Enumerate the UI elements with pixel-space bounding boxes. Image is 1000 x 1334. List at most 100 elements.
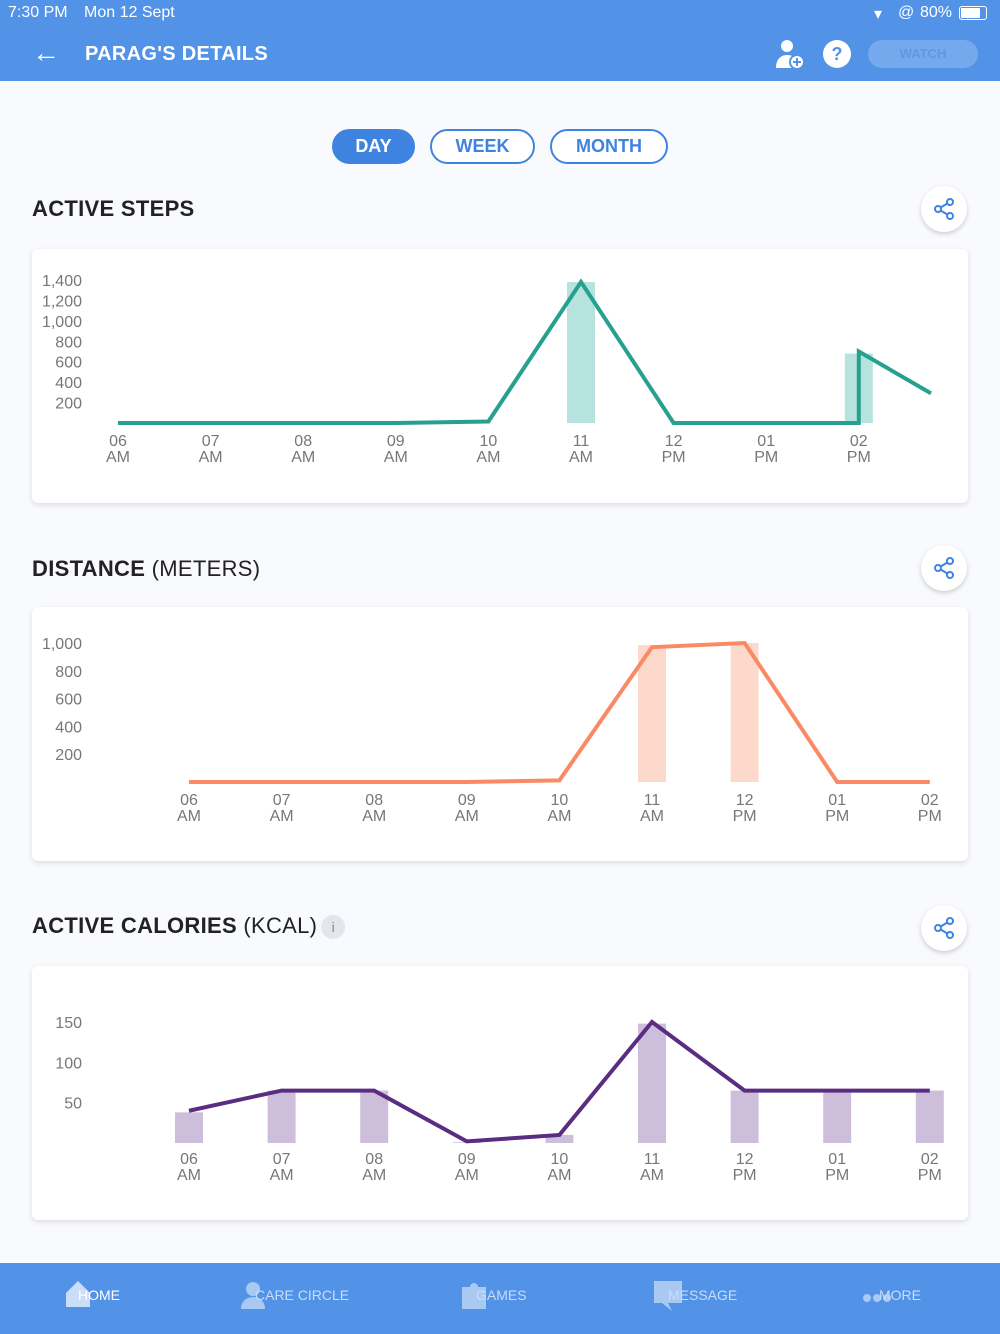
calories-xtick-hour: 01 [828,1151,846,1168]
calories-ytick-label: 100 [55,1055,82,1072]
calories-xtick-period: PM [825,1167,849,1184]
steps-ytick-label: 800 [55,334,82,351]
nav-more[interactable]: MORE [863,1287,921,1303]
distance-xtick-period: AM [547,808,571,825]
battery-icon [959,6,987,20]
steps-xtick-hour: 02 [850,433,868,450]
calories-xtick-hour: 07 [273,1151,291,1168]
calories-bar [638,1023,666,1143]
distance-chart-card: 200 400 600 800 1,000 06 AM 07 AM 08 AM 09 AM 10 AM 11 A… [32,607,968,861]
distance-xtick-hour: 09 [458,792,476,809]
share-distance-button[interactable] [921,545,967,591]
steps-xtick-period: AM [569,449,593,466]
share-icon [934,198,954,220]
steps-xtick-hour: 06 [109,433,127,450]
nav-label: MESSAGE [668,1287,738,1303]
steps-ytick-label: 600 [55,355,82,372]
calories-ytick-label: 150 [55,1015,82,1032]
calories-xtick-period: AM [270,1167,294,1184]
message-icon [654,1281,682,1311]
svg-text:?: ? [832,44,843,64]
distance-xtick-hour: 12 [736,792,754,809]
steps-xtick-hour: 09 [387,433,405,450]
distance-xtick-period: AM [640,808,664,825]
calories-line [188,1019,930,1144]
page-title: PARAG'S DETAILS [85,43,268,65]
distance-xtick-period: AM [455,808,479,825]
distance-unit: (METERS) [151,556,261,581]
home-icon [66,1281,90,1307]
calories-xtick-period: AM [177,1167,201,1184]
tab-day[interactable]: DAY [332,129,415,164]
steps-line [118,278,933,425]
distance-xtick-hour: 10 [551,792,569,809]
distance-chart: 2004006008001,00006AM07AM08AM09AM10AM11A… [42,636,942,825]
steps-xtick-period: AM [291,449,315,466]
calories-xtick-hour: 08 [365,1151,383,1168]
steps-xtick-period: AM [199,449,223,466]
calories-xtick-hour: 09 [458,1151,476,1168]
top-bar: 7:30 PM Mon 12 Sept ▾ @ 80% ← PARAG'S DE… [0,0,1000,81]
distance-ytick-label: 1,000 [42,636,82,653]
calories-unit: (KCAL) [243,913,318,938]
steps-xtick-hour: 12 [665,433,683,450]
steps-xtick-period: PM [847,449,871,466]
nav-label: MORE [879,1287,921,1303]
distance-ytick-label: 600 [55,692,82,709]
steps-xtick-hour: 10 [480,433,498,450]
calories-bar [915,1090,944,1143]
distance-xtick-period: AM [362,808,386,825]
steps-ytick-label: 400 [55,375,82,392]
calories-bar [175,1112,203,1143]
calories-xtick-period: AM [640,1167,664,1184]
battery-percent: 80% [920,4,953,21]
calories-bar [545,1134,574,1143]
share-calories-button[interactable] [921,905,967,951]
steps-xtick-hour: 01 [757,433,775,450]
tab-month[interactable]: MONTH [550,129,668,164]
nav-games[interactable]: GAMES [462,1283,527,1309]
more-icon [863,1294,891,1302]
calories-chart: 5010015006AM07AM08AM09AM10AM11AM12PM01PM… [55,1015,944,1184]
steps-chart-card: 200 400 600 800 1,000 1,200 1,400 06 AM 07 AM 08 AM 0… [32,249,968,503]
steps-xtick-period: AM [106,449,130,466]
distance-title-text: DISTANCE [32,556,146,581]
tab-week[interactable]: WEEK [430,129,535,164]
distance-xtick-period: PM [733,808,757,825]
distance-xtick-hour: 02 [921,792,939,809]
calories-xtick-period: AM [455,1167,479,1184]
status-date: Mon 12 Sept [84,4,175,21]
status-time: 7:30 PM [8,4,68,21]
steps-xtick-hour: 07 [202,433,220,450]
share-steps-button[interactable] [921,186,967,232]
steps-xtick-hour: 11 [573,433,590,450]
care-circle-icon [241,1282,265,1309]
nav-care-circle[interactable]: CARE CIRCLE [241,1282,349,1309]
calories-title: ACTIVE CALORIES (KCAL) i [32,913,346,940]
calories-bar [267,1090,296,1143]
steps-ytick-label: 1,200 [42,293,82,310]
steps-xtick-period: AM [384,449,408,466]
steps-ytick-label: 200 [55,396,82,413]
nav-message[interactable]: MESSAGE [654,1281,738,1311]
distance-xtick-period: PM [825,808,849,825]
nav-home[interactable]: HOME [66,1281,120,1307]
steps-title: ACTIVE STEPS [32,196,195,221]
distance-title: DISTANCE (METERS) [32,556,260,582]
share-icon [934,917,954,939]
help-icon[interactable]: ? [822,39,852,69]
add-user-icon[interactable] [773,38,805,70]
watch-button[interactable]: WATCH [868,40,978,68]
distance-xtick-period: PM [918,808,942,825]
bottom-nav: HOME CARE CIRCLE GAMES MESSAGE MORE [0,1263,1000,1334]
info-icon[interactable]: i [321,915,346,940]
back-arrow-icon[interactable]: ← [32,37,60,68]
wifi-icon: ▾ [874,6,883,23]
distance-ytick-label: 800 [55,664,82,681]
steps-ytick-label: 1,400 [42,273,82,290]
distance-xtick-hour: 01 [828,792,846,809]
games-icon [462,1283,486,1309]
calories-xtick-period: AM [362,1167,386,1184]
calories-xtick-hour: 02 [921,1151,939,1168]
nav-label: HOME [78,1287,120,1303]
